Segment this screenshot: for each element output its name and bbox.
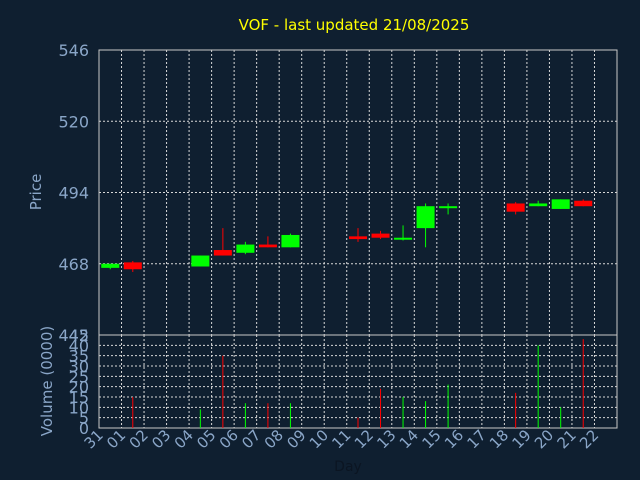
- volume-tick-label: 40: [69, 336, 89, 355]
- candle-body: [394, 237, 413, 240]
- volume-tick-label: 30: [69, 357, 89, 376]
- candle-body: [258, 244, 277, 248]
- volume-tick-label: 15: [69, 388, 89, 407]
- price-tick-label: 468: [58, 255, 89, 274]
- volume-axis-label: Volume (0000): [38, 326, 56, 436]
- price-tick-label: 520: [58, 112, 89, 131]
- candle-body: [191, 255, 210, 267]
- candle-body: [348, 236, 368, 240]
- candle-body: [236, 244, 255, 253]
- candle-body: [213, 250, 232, 256]
- volume-tick-label: 25: [69, 367, 89, 386]
- day-axis-label: Day: [334, 459, 362, 475]
- candle-body: [439, 206, 458, 209]
- candle-body: [506, 203, 525, 212]
- volume-tick-label: 35: [69, 347, 89, 366]
- volume-tick-label: 0: [79, 419, 89, 438]
- candle-body: [281, 234, 300, 248]
- candle-body: [371, 233, 390, 238]
- price-tick-label: 494: [58, 184, 89, 203]
- candle-body: [529, 203, 548, 207]
- candle-body: [574, 200, 593, 207]
- candle-body: [416, 206, 435, 229]
- candle-body: [101, 263, 120, 268]
- volume-tick-label: 20: [69, 378, 89, 397]
- price-tick-label: 546: [58, 41, 89, 60]
- volume-tick-label: 10: [69, 398, 89, 417]
- candle-body: [123, 262, 142, 270]
- volume-tick-label: 5: [79, 409, 89, 428]
- price-panel: 546 520 494 468 442: [58, 41, 618, 345]
- chart-title: VOF - last updated 21/08/2025: [239, 16, 470, 34]
- candle-body: [551, 199, 570, 209]
- volume-tick-label: 45: [69, 326, 89, 345]
- price-axis-label: Price: [27, 174, 45, 211]
- price-tick-label: 442: [58, 326, 89, 345]
